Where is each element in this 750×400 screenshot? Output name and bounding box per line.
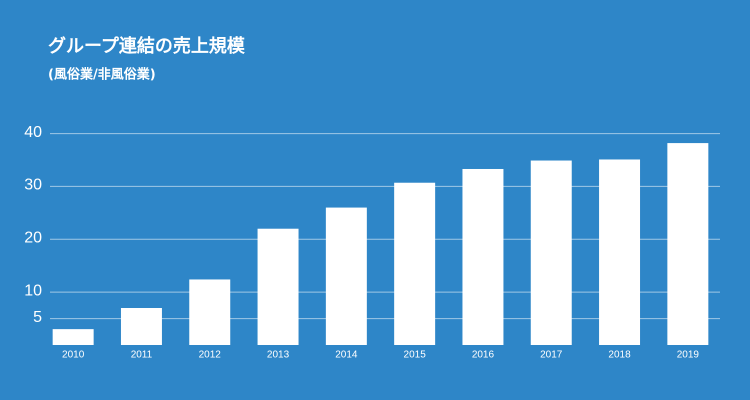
- y-tick-label: 30: [24, 177, 42, 194]
- bar: [189, 279, 231, 345]
- bar: [667, 143, 709, 345]
- y-tick-label: 20: [24, 230, 42, 247]
- x-tick-label: 2018: [608, 350, 631, 361]
- y-tick-label: 40: [24, 124, 42, 141]
- bar: [530, 160, 572, 345]
- x-tick-label: 2011: [131, 350, 153, 361]
- bar: [120, 308, 162, 345]
- x-tick-label: 2015: [404, 350, 427, 361]
- x-tick-label: 2013: [267, 350, 290, 361]
- bar: [257, 228, 299, 345]
- x-tick-label: 2012: [199, 350, 222, 361]
- y-tick-label: 10: [24, 282, 42, 299]
- chart-title: グループ連結の売上規模: [48, 35, 246, 57]
- bar: [599, 159, 641, 345]
- bar: [325, 207, 367, 345]
- bar: [462, 168, 504, 345]
- bar: [394, 182, 436, 345]
- x-tick-label: 2019: [677, 350, 700, 361]
- chart-subtitle: (風俗業/非風俗業): [48, 67, 156, 83]
- x-tick-label: 2016: [472, 350, 495, 361]
- x-tick-label: 2014: [335, 350, 358, 361]
- y-tick-label: 5: [33, 309, 42, 326]
- x-tick-label: 2010: [62, 350, 85, 361]
- x-tick-label: 2017: [540, 350, 563, 361]
- bar: [52, 329, 94, 345]
